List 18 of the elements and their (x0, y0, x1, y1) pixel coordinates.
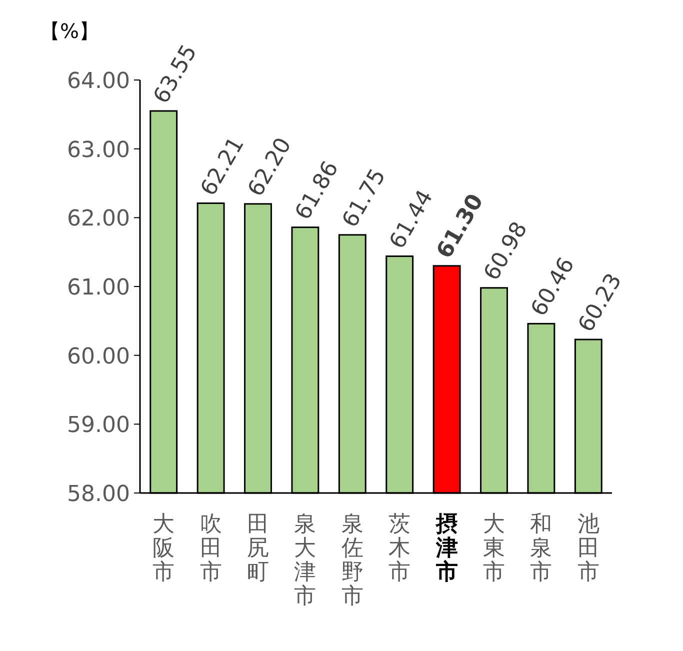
y-tick-label: 64.00 (67, 69, 130, 94)
y-tick-label: 58.00 (67, 482, 130, 507)
x-tick-label: 大阪市 (152, 512, 175, 585)
y-axis-title: 【%】 (40, 19, 100, 43)
x-tick-label: 泉佐野市 (341, 512, 364, 609)
x-tick-label: 大東市 (483, 512, 505, 585)
x-tick-label: 田尻町 (247, 512, 269, 585)
x-tick-label: 摂津市 (434, 512, 458, 585)
y-tick-label: 62.00 (67, 206, 130, 232)
x-tick-label: 和泉市 (530, 512, 552, 585)
x-tick-label: 泉大津市 (294, 512, 316, 609)
x-tick-label: 吹田市 (200, 512, 222, 585)
y-tick-label: 59.00 (67, 413, 130, 438)
y-tick-label: 61.00 (67, 276, 130, 300)
y-tick-label: 60.00 (67, 344, 130, 370)
x-tick-label: 池田市 (577, 512, 600, 585)
y-tick-label: 63.00 (67, 138, 130, 163)
x-tick-label: 茨木市 (388, 512, 411, 585)
